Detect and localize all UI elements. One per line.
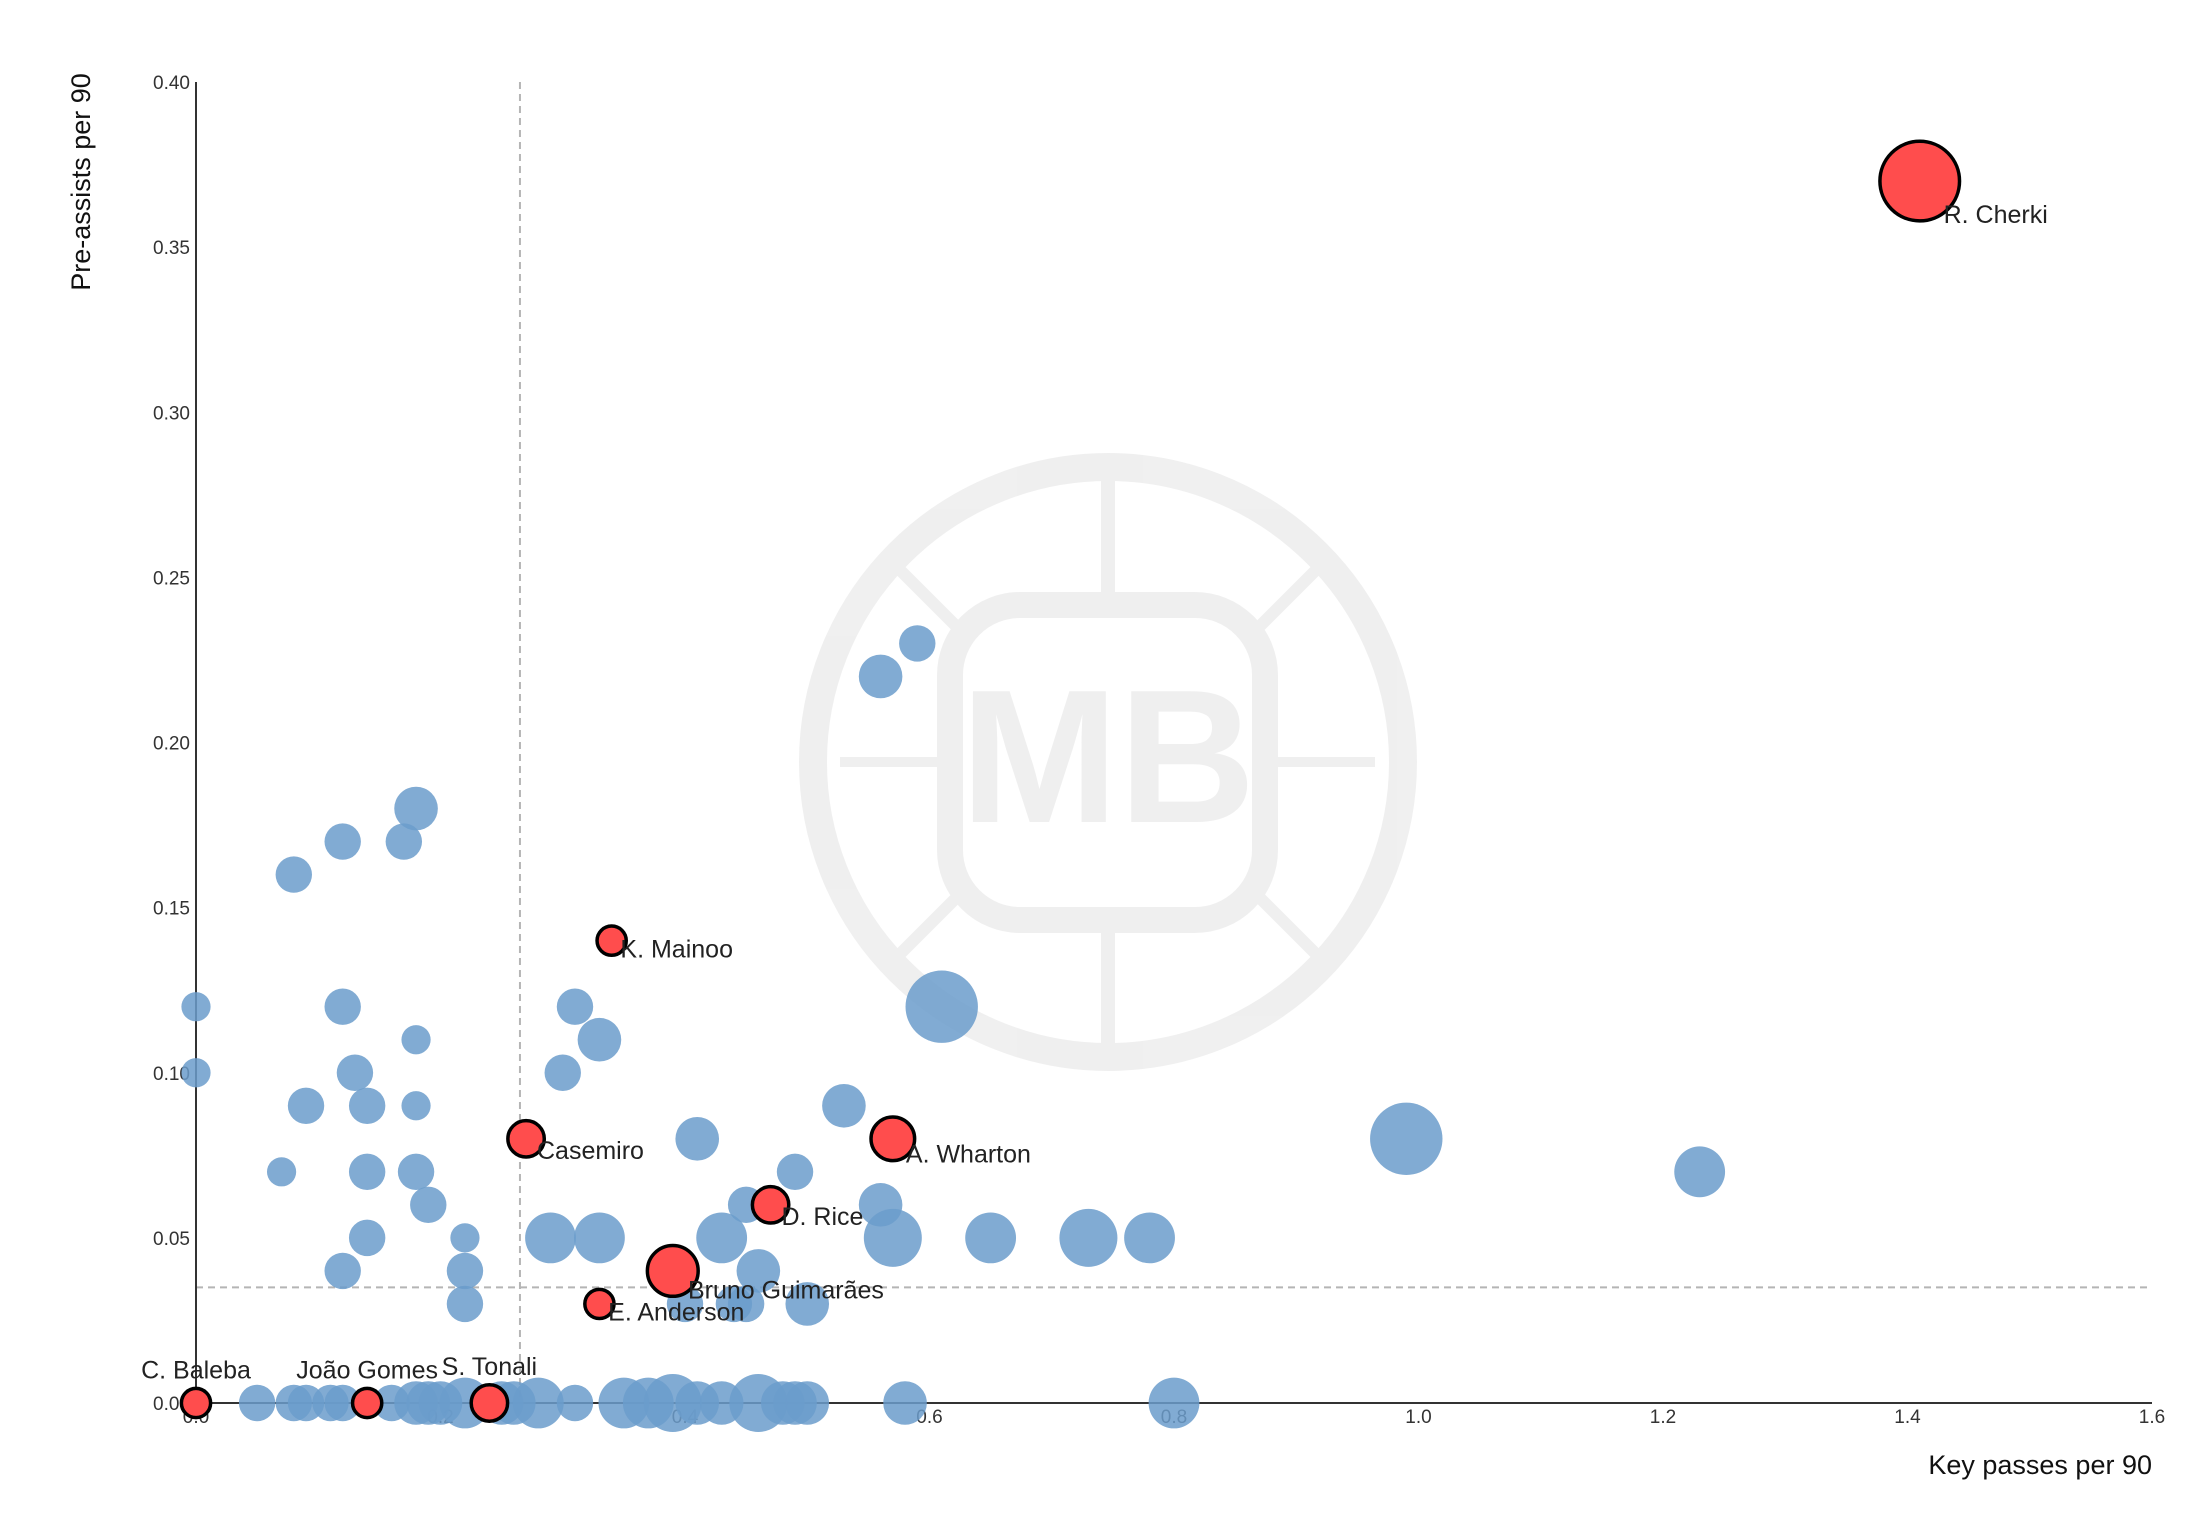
scatter-point	[287, 1087, 325, 1124]
player-labels: R. Cherki K. Mainoo Casemiro A. Wharton D. R…	[141, 201, 2048, 1385]
player-label: C. Baleba	[141, 1356, 251, 1384]
x-tick-label: 1.0	[1405, 1407, 1431, 1428]
y-tick-label: 0.25	[153, 568, 190, 589]
watermark-logo-icon: MB	[799, 453, 1417, 1071]
scatter-point	[905, 970, 978, 1043]
scatter-point	[348, 1219, 386, 1257]
scatter-point	[736, 1249, 781, 1293]
scatter-point	[785, 1282, 830, 1326]
scatter-point	[324, 1252, 361, 1290]
scatter-point	[401, 1091, 431, 1121]
scatter-point	[324, 988, 361, 1025]
y-tick-label: 0.35	[153, 238, 190, 259]
scatter-point	[1148, 1377, 1200, 1429]
scatter-point	[450, 1223, 480, 1253]
y-tick-label: 0.20	[153, 734, 190, 755]
scatter-point	[556, 988, 594, 1025]
scatter-point	[512, 1377, 564, 1429]
highlighted-point	[469, 1383, 510, 1423]
scatter-point	[577, 1017, 622, 1062]
scatter-point	[822, 1083, 866, 1128]
scatter-point	[899, 625, 936, 662]
x-axis-title: Key passes per 90	[1928, 1450, 2152, 1480]
scatter-point	[675, 1117, 720, 1161]
player-label: S. Tonali	[442, 1353, 537, 1381]
scatter-point	[883, 1381, 927, 1425]
scatter-point	[544, 1054, 581, 1091]
player-label: A. Wharton	[906, 1141, 1031, 1169]
y-tick-label: 0.30	[153, 403, 190, 424]
scatter-point	[1370, 1102, 1443, 1176]
highlighted-point	[583, 1287, 616, 1321]
scatter-point	[324, 823, 361, 860]
scatter-point	[1674, 1146, 1726, 1198]
scatter-point	[181, 992, 211, 1022]
scatter-points	[181, 625, 1726, 1432]
scatter-point	[965, 1212, 1017, 1264]
highlighted-point	[595, 924, 629, 958]
highlighted-point	[506, 1118, 547, 1159]
player-label: K. Mainoo	[620, 935, 733, 963]
player-label: João Gomes	[296, 1356, 438, 1384]
y-tick-label: 0.10	[153, 1064, 190, 1085]
scatter-point	[397, 1153, 435, 1191]
scatter-point	[410, 1186, 447, 1224]
scatter-point	[238, 1384, 276, 1422]
x-tick-label: 1.2	[1650, 1407, 1676, 1428]
scatter-point	[556, 1384, 594, 1422]
scatter-point	[394, 786, 438, 831]
scatter-point	[348, 1153, 386, 1191]
player-label: D. Rice	[781, 1203, 863, 1231]
highlighted-point	[750, 1184, 791, 1225]
highlighted-point	[1878, 139, 1962, 223]
scatter-point	[785, 1381, 830, 1425]
y-tick-label: 0.15	[153, 899, 190, 920]
highlighted-point	[350, 1386, 384, 1420]
player-label: Bruno Guimarães	[688, 1276, 884, 1304]
highlighted-point	[869, 1115, 917, 1163]
reference-lines	[196, 82, 2152, 1403]
highlighted-points	[179, 139, 1962, 1423]
scatter-point	[1124, 1212, 1175, 1264]
scatter-point	[181, 1058, 211, 1088]
scatter-point	[858, 654, 903, 699]
scatter-point	[696, 1212, 748, 1264]
scatter-point	[324, 1384, 361, 1422]
highlighted-point	[179, 1386, 213, 1420]
scatter-point	[275, 856, 312, 893]
y-tick-label: 0.05	[153, 1229, 190, 1250]
scatter-point	[863, 1208, 922, 1267]
y-tick-labels: 0.000.050.100.150.200.250.300.350.40	[153, 73, 190, 1415]
y-tick-label: 0.40	[153, 73, 190, 94]
player-label: E. Anderson	[608, 1299, 744, 1327]
scatter-point	[525, 1212, 576, 1264]
watermark-text: MB	[960, 651, 1255, 863]
scatter-point	[266, 1157, 297, 1187]
scatter-point	[574, 1212, 625, 1264]
scatter-point	[446, 1285, 484, 1323]
scatter-point	[446, 1252, 484, 1290]
scatter-point	[348, 1087, 386, 1124]
scatter-point	[727, 1285, 765, 1323]
scatter-point	[776, 1153, 814, 1191]
scatter-point	[401, 1025, 431, 1055]
player-label: Casemiro	[537, 1137, 644, 1165]
scatter-point	[336, 1054, 374, 1091]
x-tick-label: 1.6	[2139, 1407, 2165, 1428]
y-axis-title: Pre-assists per 90	[66, 73, 96, 291]
highlighted-point	[645, 1243, 700, 1299]
x-tick-label: 1.4	[1894, 1407, 1921, 1428]
scatter-point	[1059, 1208, 1118, 1267]
player-label: R. Cherki	[1944, 201, 2048, 229]
scatter-point	[385, 823, 423, 860]
